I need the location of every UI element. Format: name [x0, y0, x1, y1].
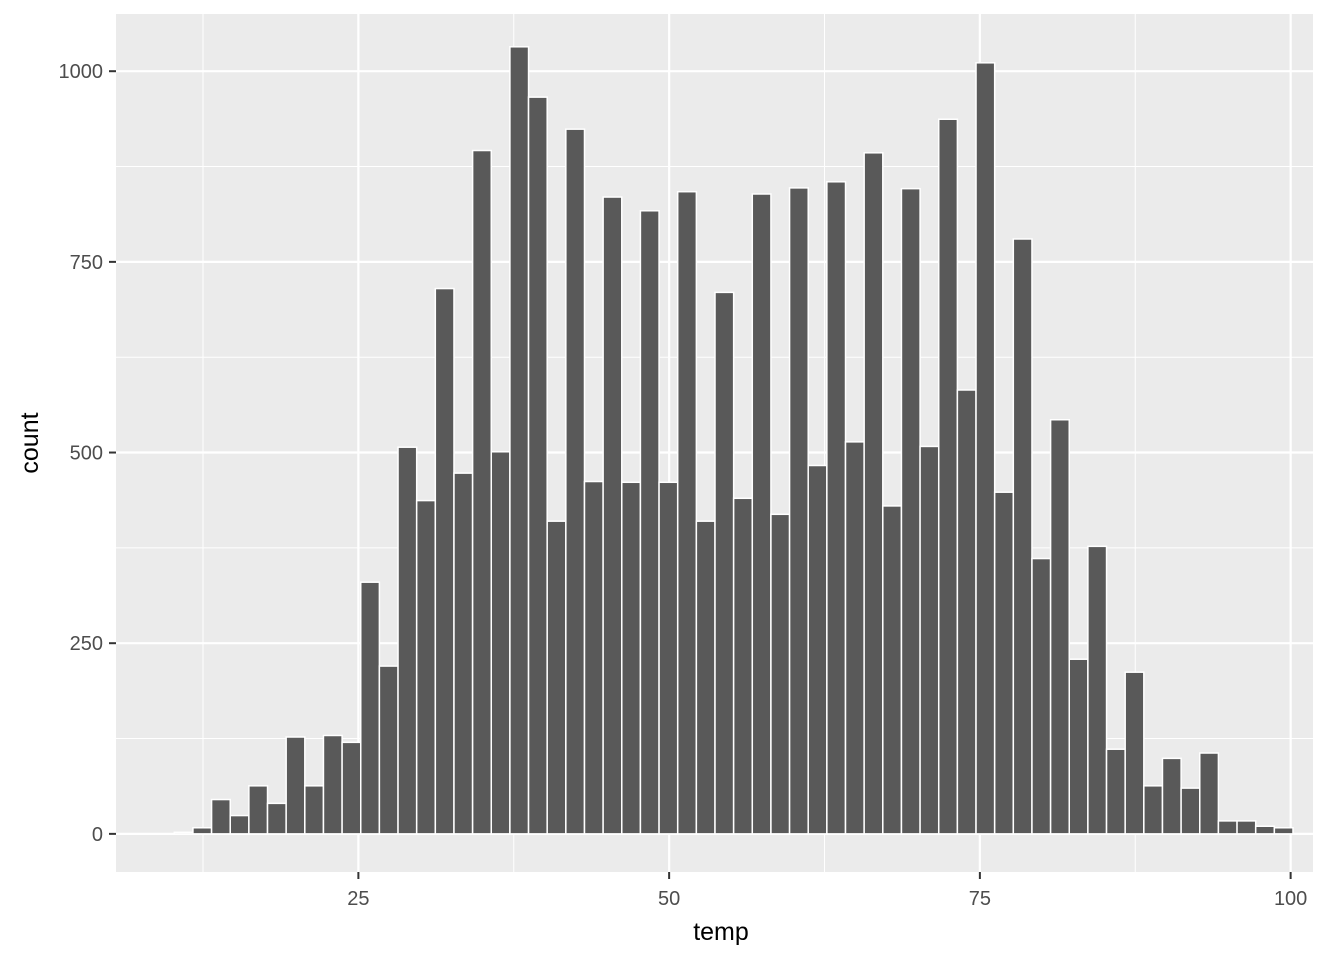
- histogram-bar: [453, 472, 474, 835]
- histogram-bar: [192, 827, 213, 835]
- histogram-bar: [1180, 787, 1201, 835]
- histogram-bar: [509, 46, 530, 835]
- y-axis-title: count: [16, 412, 44, 473]
- histogram-bar: [229, 814, 250, 835]
- y-axis: 0 250 500 750 1000: [59, 61, 116, 846]
- histogram-bar: [993, 491, 1015, 835]
- histogram-bar: [471, 149, 493, 835]
- histogram-bar: [919, 445, 940, 835]
- histogram-bar: [937, 118, 959, 835]
- histogram-bar: [565, 128, 586, 835]
- histogram-bar: [1012, 238, 1033, 835]
- histogram-bar: [173, 831, 194, 835]
- y-tick-label: 500: [70, 443, 103, 465]
- histogram-bar: [900, 187, 921, 835]
- histogram-bar: [285, 736, 306, 835]
- histogram-bar: [882, 505, 903, 835]
- y-tick-label: 250: [70, 633, 103, 655]
- histogram-bar: [732, 497, 754, 835]
- histogram-bars: [173, 46, 1294, 835]
- histogram-bar: [751, 193, 772, 835]
- histogram-bar: [1031, 557, 1052, 835]
- histogram-bar: [1087, 545, 1108, 835]
- histogram-bar: [826, 181, 847, 835]
- histogram-bar: [1143, 785, 1164, 835]
- histogram-bar: [434, 287, 455, 835]
- histogram-bar: [322, 734, 343, 835]
- histogram-bar: [658, 481, 679, 835]
- histogram-bar: [639, 210, 660, 835]
- x-tick-label: 75: [969, 888, 991, 910]
- histogram-bar: [695, 520, 716, 835]
- histogram-bar: [1217, 820, 1238, 835]
- histogram-bar: [975, 62, 996, 835]
- histogram-bar: [1161, 757, 1182, 835]
- histogram-bar: [788, 187, 809, 835]
- histogram-bar: [1273, 827, 1294, 835]
- x-axis-title: temp: [693, 918, 749, 946]
- histogram-bar: [248, 785, 269, 835]
- histogram-bar: [1068, 658, 1089, 835]
- histogram-bar: [844, 441, 865, 835]
- histogram-bar: [621, 481, 642, 835]
- x-axis: 25 50 75 100: [347, 872, 1307, 910]
- x-tick-label: 25: [347, 888, 369, 910]
- histogram-bar: [490, 451, 511, 835]
- y-tick-label: 750: [70, 252, 103, 274]
- y-tick-label: 1000: [59, 61, 104, 83]
- histogram-bar: [1254, 825, 1276, 835]
- histogram-bar: [415, 499, 437, 835]
- histogram-bar: [770, 513, 791, 835]
- x-tick-label: 100: [1274, 888, 1307, 910]
- histogram-bar: [807, 464, 828, 835]
- histogram-bar: [527, 96, 548, 835]
- histogram-bar: [714, 291, 735, 835]
- histogram-bar: [546, 520, 567, 835]
- histogram-bar: [583, 480, 604, 835]
- histogram-bar: [676, 190, 698, 835]
- histogram-bar: [359, 581, 381, 835]
- y-tick-label: 0: [92, 824, 103, 846]
- histogram-bar: [378, 665, 399, 835]
- histogram-bar: [863, 152, 884, 835]
- histogram-bar: [1236, 820, 1257, 835]
- histogram-bar: [266, 802, 287, 835]
- histogram-bar: [1105, 748, 1126, 835]
- histogram-bar: [1124, 671, 1145, 835]
- x-tick-label: 50: [658, 888, 680, 910]
- histogram-bar: [397, 446, 418, 835]
- histogram-bar: [956, 389, 977, 835]
- histogram-bar: [341, 741, 362, 835]
- histogram-bar: [1049, 418, 1070, 835]
- histogram-bar: [1199, 752, 1220, 835]
- histogram-bar: [210, 798, 231, 835]
- histogram-bar: [602, 196, 623, 835]
- histogram-bar: [304, 785, 325, 835]
